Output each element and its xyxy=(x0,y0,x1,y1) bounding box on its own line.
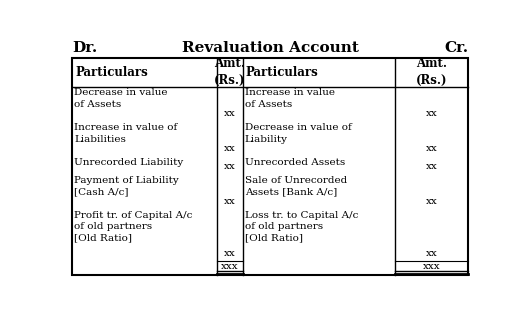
Text: Revaluation Account: Revaluation Account xyxy=(182,41,358,55)
Text: xx: xx xyxy=(426,144,437,153)
Text: Increase in value
of Assets: Increase in value of Assets xyxy=(245,88,335,109)
Text: xx: xx xyxy=(426,162,437,170)
Text: Loss tr. to Capital A/c
of old partners
[Old Ratio]: Loss tr. to Capital A/c of old partners … xyxy=(245,211,358,242)
Text: Unrecorded Assets: Unrecorded Assets xyxy=(245,158,345,167)
Text: xx: xx xyxy=(224,109,236,118)
Text: xx: xx xyxy=(426,109,437,118)
Text: Dr.: Dr. xyxy=(72,41,97,55)
Text: Sale of Unrecorded
Assets [Bank A/c]: Sale of Unrecorded Assets [Bank A/c] xyxy=(245,176,347,196)
Text: Amt.
(Rs.): Amt. (Rs.) xyxy=(416,58,447,87)
Text: xxx: xxx xyxy=(221,262,239,271)
Text: Decrease in value of
Liability: Decrease in value of Liability xyxy=(245,123,352,144)
Text: xx: xx xyxy=(224,197,236,205)
Text: Unrecorded Liability: Unrecorded Liability xyxy=(74,158,183,167)
Text: Particulars: Particulars xyxy=(246,66,318,79)
Text: Decrease in value
of Assets: Decrease in value of Assets xyxy=(74,88,168,109)
Text: Cr.: Cr. xyxy=(444,41,468,55)
Text: Particulars: Particulars xyxy=(75,66,148,79)
Text: xx: xx xyxy=(224,249,236,258)
Text: xx: xx xyxy=(224,144,236,153)
Text: Payment of Liability
[Cash A/c]: Payment of Liability [Cash A/c] xyxy=(74,176,179,196)
Text: Increase in value of
Liabilities: Increase in value of Liabilities xyxy=(74,123,178,144)
Text: xx: xx xyxy=(426,249,437,258)
Text: xxx: xxx xyxy=(423,262,441,271)
Text: Profit tr. of Capital A/c
of old partners
[Old Ratio]: Profit tr. of Capital A/c of old partner… xyxy=(74,211,193,242)
Text: xx: xx xyxy=(426,197,437,205)
Text: Amt.
(Rs.): Amt. (Rs.) xyxy=(214,58,246,87)
Bar xyxy=(72,58,468,275)
Text: xx: xx xyxy=(224,162,236,170)
